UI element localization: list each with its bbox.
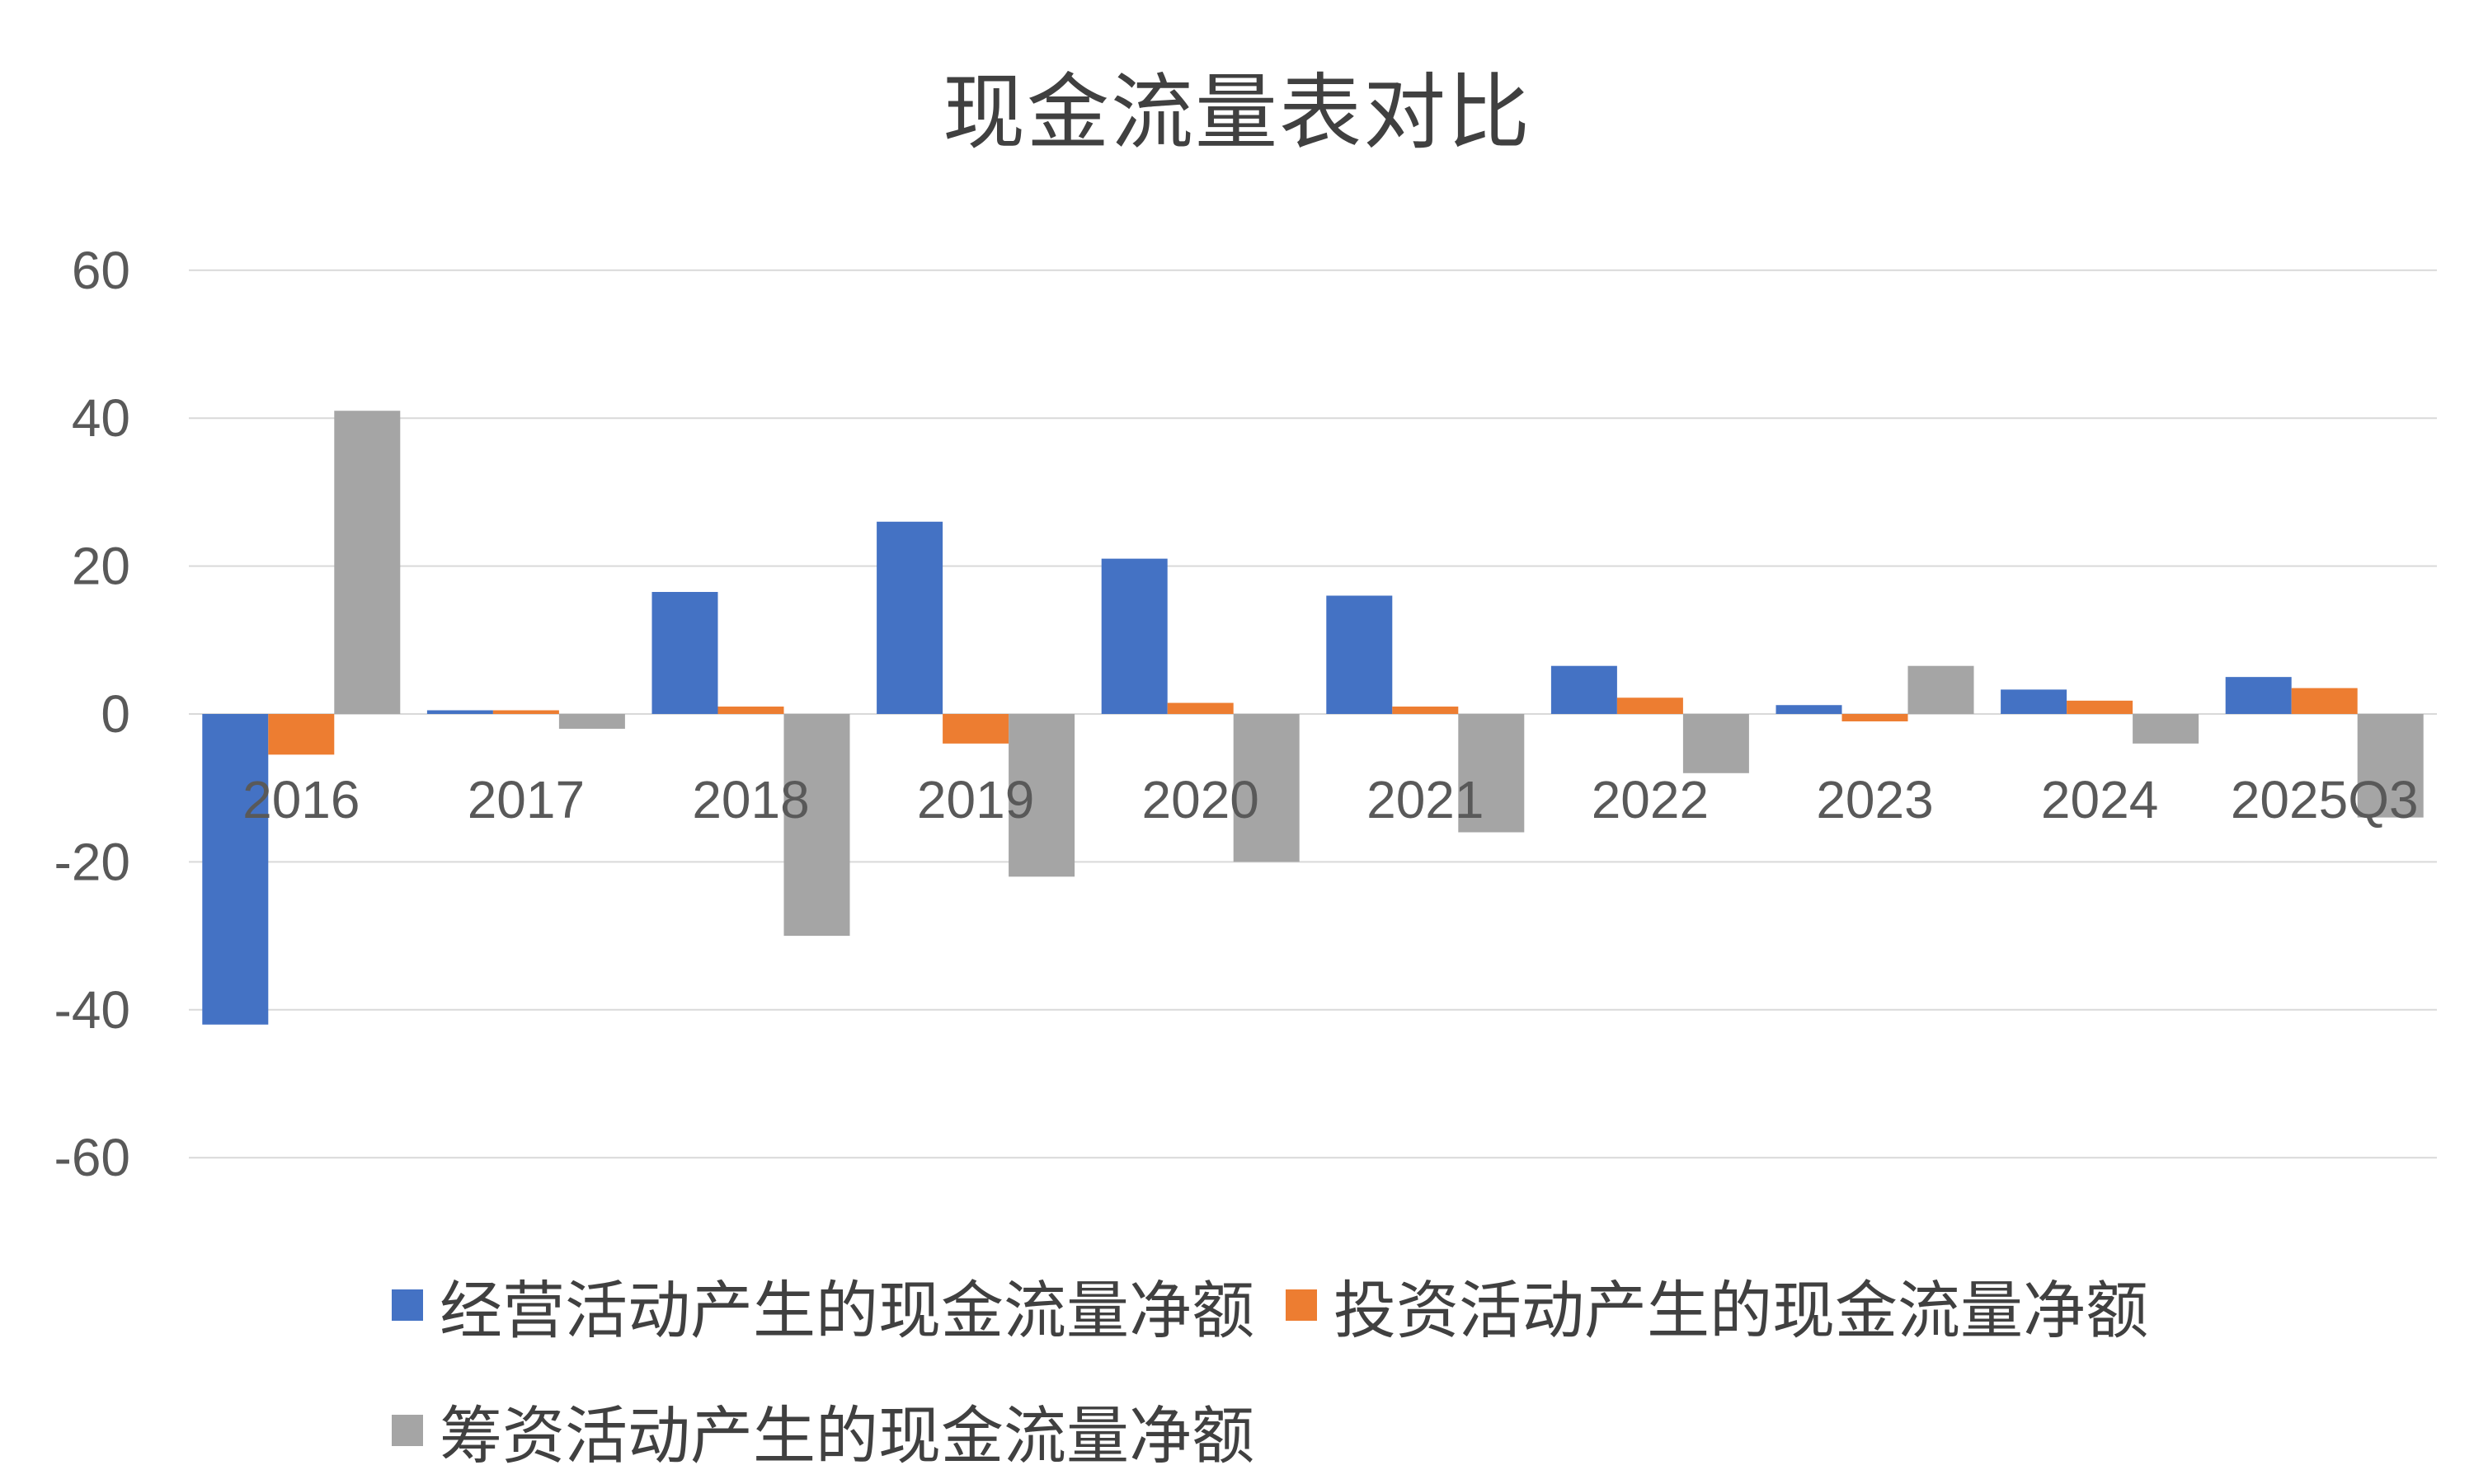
bar-investing-2024 bbox=[2067, 700, 2133, 714]
bar-investing-2021 bbox=[1392, 707, 1459, 714]
x-category-label-2016: 2016 bbox=[242, 770, 360, 829]
bar-operating-2021 bbox=[1326, 595, 1393, 714]
y-tick-label-0: 0 bbox=[101, 684, 130, 744]
legend-item-financing: 筹资活动产生的现金流量净额 bbox=[392, 1385, 1254, 1476]
bar-operating-2017 bbox=[426, 710, 493, 714]
x-category-label-2017: 2017 bbox=[468, 770, 585, 829]
x-category-label-2018: 2018 bbox=[692, 770, 809, 829]
y-tick-label-60: 60 bbox=[72, 241, 130, 300]
x-category-label-2025Q3: 2025Q3 bbox=[2231, 770, 2419, 829]
x-category-label-2023: 2023 bbox=[1816, 770, 1933, 829]
bar-financing-2016 bbox=[334, 411, 401, 714]
x-category-label-2019: 2019 bbox=[917, 770, 1034, 829]
legend-row-1: 经营活动产生的现金流量净额 投资活动产生的现金流量净额 bbox=[392, 1260, 2148, 1350]
bar-investing-2017 bbox=[492, 710, 559, 714]
x-category-label-2024: 2024 bbox=[2041, 770, 2158, 829]
bar-operating-2020 bbox=[1101, 558, 1168, 714]
bar-investing-2016 bbox=[268, 714, 335, 755]
bar-financing-2020 bbox=[1233, 714, 1300, 862]
x-category-label-2021: 2021 bbox=[1366, 770, 1484, 829]
legend-item-operating: 经营活动产生的现金流量净额 bbox=[392, 1260, 1254, 1350]
y-tick-label--40: -40 bbox=[54, 980, 131, 1040]
legend-swatch-investing bbox=[1286, 1289, 1317, 1321]
legend-item-investing: 投资活动产生的现金流量净额 bbox=[1286, 1260, 2148, 1350]
bar-financing-2023 bbox=[1907, 665, 1974, 714]
bar-investing-2022 bbox=[1616, 697, 1683, 714]
legend-row-2: 筹资活动产生的现金流量净额 bbox=[392, 1385, 2148, 1476]
bar-financing-2025Q3 bbox=[2357, 714, 2424, 818]
bar-investing-2025Q3 bbox=[2291, 688, 2358, 714]
bar-investing-2020 bbox=[1167, 702, 1234, 714]
bar-investing-2023 bbox=[1841, 714, 1908, 721]
bar-operating-2023 bbox=[1776, 705, 1842, 714]
bar-investing-2019 bbox=[943, 714, 1009, 744]
bar-investing-2018 bbox=[717, 707, 784, 714]
y-tick-label-40: 40 bbox=[72, 388, 130, 448]
legend-label-investing: 投资活动产生的现金流量净额 bbox=[1333, 1276, 2148, 1346]
chart-plot-area: 60 40 20 0 -20 -40 -60 2016 2017 2018 2019 2020 2021… bbox=[54, 241, 2437, 1187]
legend-label-financing: 筹资活动产生的现金流量净额 bbox=[440, 1402, 1254, 1472]
legend-swatch-financing bbox=[392, 1415, 423, 1446]
bar-operating-2022 bbox=[1550, 665, 1617, 714]
bar-operating-2016 bbox=[202, 714, 269, 1025]
x-category-label-2022: 2022 bbox=[1592, 770, 1709, 829]
bar-operating-2018 bbox=[651, 591, 718, 714]
bar-financing-2019 bbox=[1009, 714, 1075, 877]
chart-title: 现金流量表对比 bbox=[943, 67, 1531, 159]
legend-swatch-operating bbox=[392, 1289, 423, 1321]
y-tick-label--20: -20 bbox=[54, 832, 131, 891]
y-tick-label--60: -60 bbox=[54, 1128, 131, 1187]
chart-legend: 经营活动产生的现金流量净额 投资活动产生的现金流量净额筹资活动产生的现金流量净额 bbox=[392, 1260, 2148, 1476]
bar-financing-2021 bbox=[1458, 714, 1525, 833]
bar-financing-2022 bbox=[1682, 714, 1749, 773]
y-tick-label-20: 20 bbox=[72, 537, 130, 596]
bar-operating-2019 bbox=[877, 521, 943, 714]
bar-financing-2018 bbox=[783, 714, 850, 937]
bar-operating-2025Q3 bbox=[2225, 677, 2292, 714]
bar-financing-2024 bbox=[2133, 714, 2199, 744]
bar-financing-2017 bbox=[558, 714, 625, 729]
legend-label-operating: 经营活动产生的现金流量净额 bbox=[440, 1276, 1254, 1346]
x-category-label-2020: 2020 bbox=[1142, 770, 1259, 829]
bar-operating-2024 bbox=[2001, 689, 2067, 714]
